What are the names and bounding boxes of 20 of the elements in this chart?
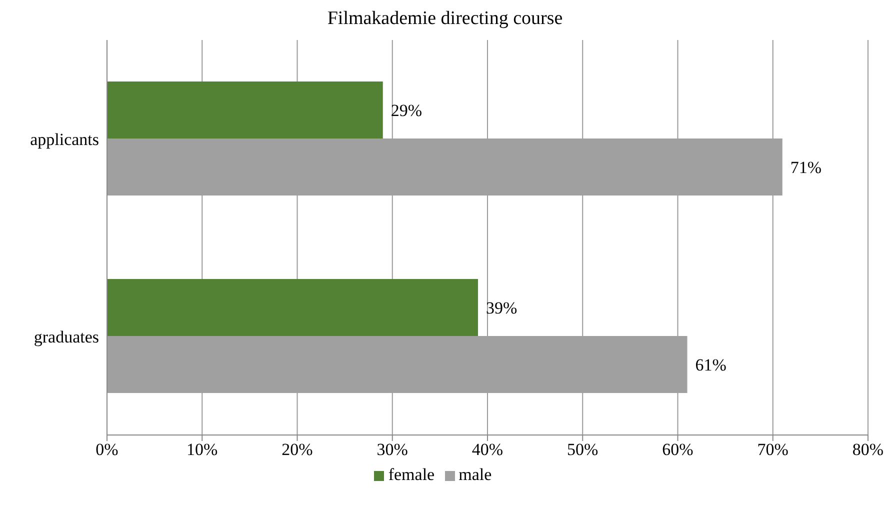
data-label: 71% bbox=[790, 158, 822, 178]
data-label: 61% bbox=[695, 356, 726, 375]
x-tick-label: 0% bbox=[96, 440, 118, 460]
legend-label: female bbox=[388, 465, 435, 484]
y-tick-label: applicants bbox=[30, 130, 99, 149]
legend-label: male bbox=[458, 465, 492, 484]
data-label: 39% bbox=[486, 298, 518, 318]
x-tick-label: 10% bbox=[186, 440, 218, 460]
y-tick-label: graduates bbox=[34, 327, 99, 346]
x-tick-label: 60% bbox=[662, 440, 694, 460]
x-tick-label: 20% bbox=[282, 440, 313, 460]
data-label: 29% bbox=[390, 101, 422, 120]
bar bbox=[107, 81, 383, 138]
x-tick-label: 80% bbox=[852, 440, 884, 460]
x-tick-label: 50% bbox=[567, 440, 598, 460]
x-tick-label: 30% bbox=[376, 440, 408, 460]
x-tick-label: 40% bbox=[472, 440, 504, 460]
x-tick-label: 70% bbox=[757, 440, 788, 460]
chart-title: Filmakademie directing course bbox=[326, 8, 564, 30]
bar bbox=[107, 278, 478, 336]
